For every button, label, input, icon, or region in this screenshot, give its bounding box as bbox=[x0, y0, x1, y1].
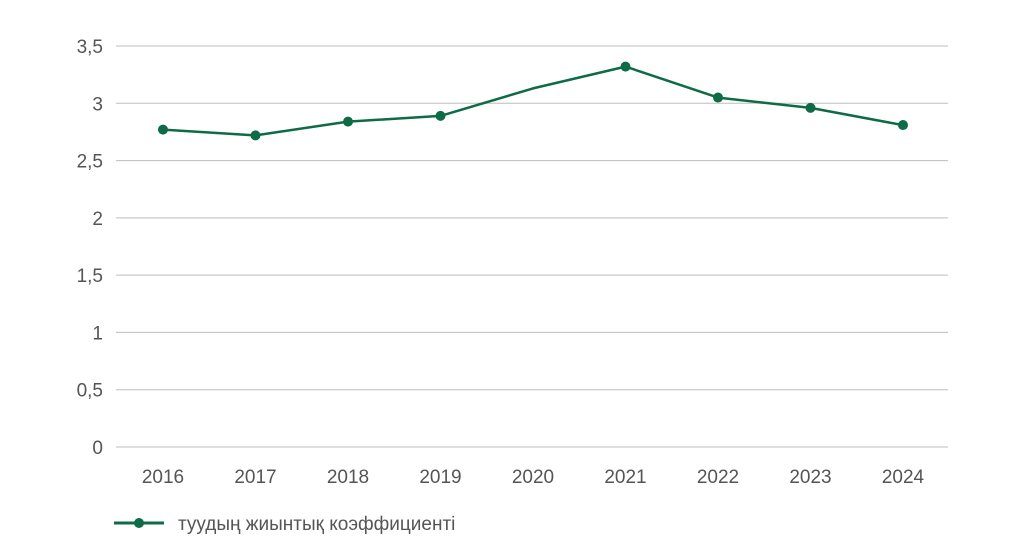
series-layer bbox=[158, 61, 908, 141]
series-line bbox=[162, 65, 904, 137]
legend: туудың жиынтық коэффициенті bbox=[114, 514, 455, 535]
x-tick-label: 2016 bbox=[142, 467, 184, 488]
x-tick-label: 2020 bbox=[512, 467, 554, 488]
y-tick-label: 2 bbox=[92, 209, 103, 230]
y-tick-label: 1 bbox=[92, 323, 103, 344]
y-tick-label: 0 bbox=[92, 438, 103, 459]
x-tick-label: 2023 bbox=[789, 467, 831, 488]
legend-label: туудың жиынтық коэффициенті bbox=[178, 514, 455, 535]
x-tick-label: 2019 bbox=[419, 467, 461, 488]
y-tick-label: 0,5 bbox=[77, 381, 103, 402]
y-tick-label: 2,5 bbox=[77, 152, 103, 173]
x-tick-label: 2018 bbox=[327, 467, 369, 488]
y-axis-tick-labels: 0 0,5 1 1,5 2 2,5 3 3,5 bbox=[77, 37, 103, 459]
data-point bbox=[713, 92, 723, 103]
data-point bbox=[158, 124, 168, 135]
x-tick-label: 2022 bbox=[697, 467, 739, 488]
y-tick-label: 3 bbox=[92, 94, 103, 115]
data-point bbox=[343, 116, 353, 127]
y-tick-label: 3,5 bbox=[77, 37, 103, 58]
x-tick-label: 2024 bbox=[882, 467, 925, 488]
gridlines bbox=[116, 45, 948, 448]
legend-swatch-marker bbox=[134, 518, 144, 528]
y-tick-label: 1,5 bbox=[77, 266, 103, 287]
data-point bbox=[435, 110, 446, 121]
data-point bbox=[898, 120, 908, 131]
data-point bbox=[620, 61, 631, 72]
x-axis-tick-labels: 2016 2017 2018 2019 2020 2021 2022 2023 2024 bbox=[142, 467, 925, 488]
data-point bbox=[250, 130, 261, 141]
x-tick-label: 2017 bbox=[234, 467, 276, 488]
x-tick-label: 2021 bbox=[604, 467, 646, 488]
data-point bbox=[805, 102, 816, 113]
